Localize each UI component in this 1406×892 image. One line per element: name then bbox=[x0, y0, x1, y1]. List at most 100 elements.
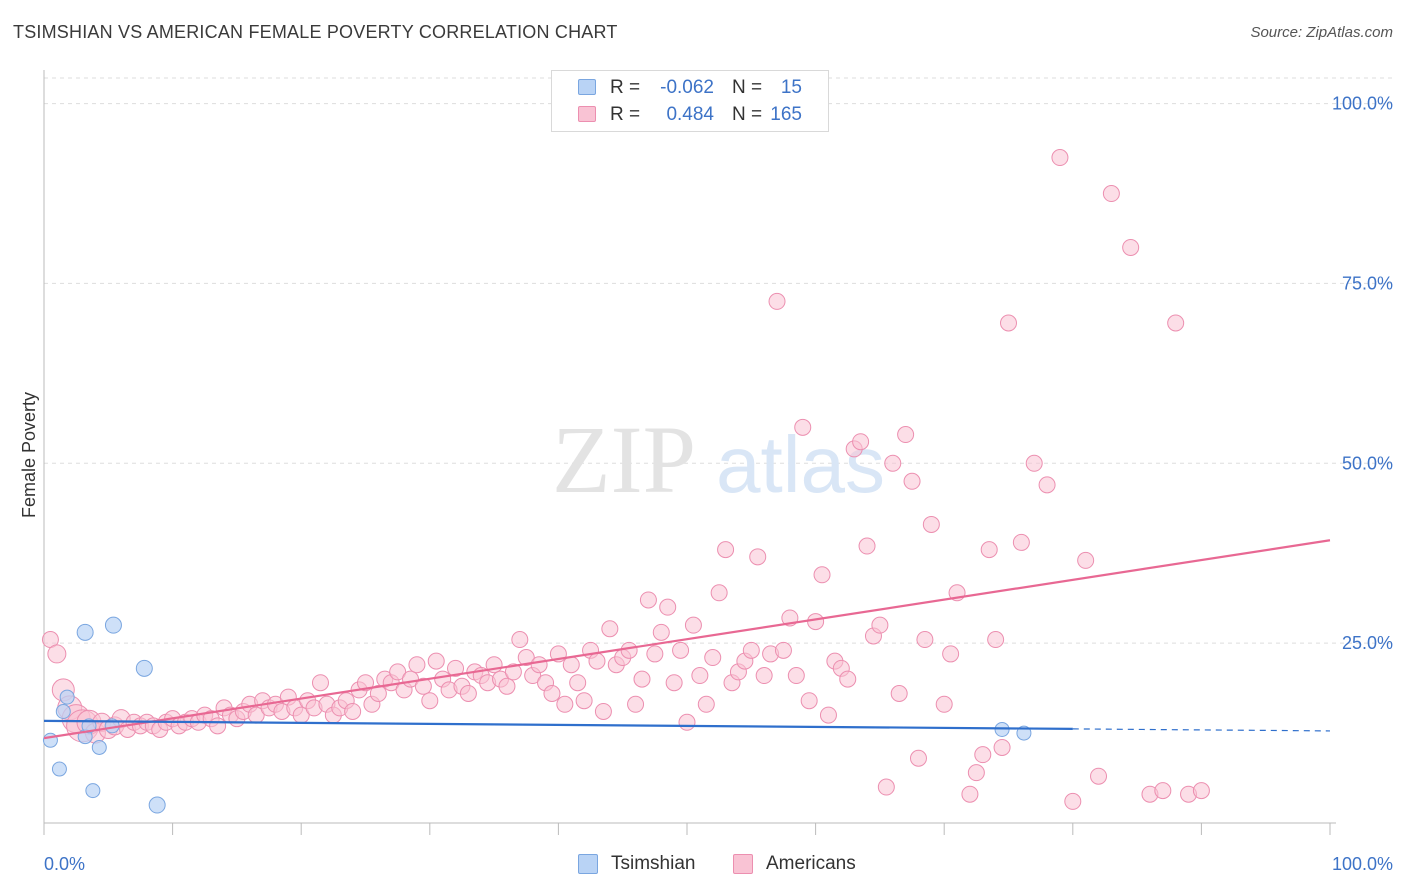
legend-swatch-americans bbox=[733, 854, 753, 874]
americans-point bbox=[710, 584, 728, 602]
americans-point bbox=[852, 433, 870, 451]
americans-point bbox=[684, 616, 702, 634]
americans-point bbox=[1154, 782, 1172, 800]
americans-point bbox=[1064, 792, 1082, 810]
americans-point bbox=[447, 659, 465, 677]
tsimshian-point bbox=[135, 659, 153, 677]
x-ticks bbox=[43, 823, 1331, 835]
chart-source: Source: ZipAtlas.com bbox=[1250, 24, 1393, 41]
y-tick-label: 100.0% bbox=[1332, 94, 1393, 114]
americans-point bbox=[1122, 238, 1140, 256]
americans-point bbox=[427, 652, 445, 670]
americans-point bbox=[459, 685, 477, 703]
legend-n-label: N = bbox=[732, 77, 763, 98]
americans-point bbox=[672, 641, 690, 659]
tsimshian-point bbox=[55, 703, 71, 719]
americans-point bbox=[601, 620, 619, 638]
americans-point bbox=[408, 656, 426, 674]
americans-point bbox=[742, 641, 760, 659]
americans-point bbox=[627, 695, 645, 713]
americans-point bbox=[652, 623, 670, 641]
axes bbox=[43, 70, 1336, 824]
americans-point bbox=[357, 674, 374, 692]
americans-point bbox=[504, 663, 522, 681]
y-tick-label: 50.0% bbox=[1342, 453, 1393, 473]
americans-point bbox=[633, 670, 651, 688]
americans-point bbox=[922, 515, 940, 533]
tsimshian-point bbox=[104, 616, 122, 634]
americans-point bbox=[813, 566, 831, 584]
americans-point bbox=[903, 472, 921, 490]
watermark: ZIP atlas bbox=[552, 406, 885, 513]
legend-label-tsimshian: Tsimshian bbox=[611, 853, 696, 874]
legend-label-americans: Americans bbox=[766, 853, 856, 874]
legend-swatch-tsimshian bbox=[578, 79, 596, 95]
y-tick-labels: 25.0% 50.0% 75.0% 100.0% bbox=[1332, 94, 1393, 654]
gridlines bbox=[44, 77, 1393, 644]
americans-point bbox=[800, 692, 818, 710]
americans-point bbox=[678, 713, 696, 731]
tsimshian-trend-line bbox=[43, 719, 1073, 731]
tsimshian-point bbox=[51, 761, 67, 777]
americans-point bbox=[1038, 476, 1056, 494]
legend-n-label: N = bbox=[732, 104, 763, 125]
tsimshian-point bbox=[148, 796, 166, 814]
tsimshian-point bbox=[91, 739, 107, 755]
americans-point bbox=[890, 685, 908, 703]
tsimshian-point bbox=[76, 623, 94, 641]
americans-point bbox=[311, 674, 329, 692]
tsimshian-trend-extension bbox=[1072, 728, 1331, 732]
americans-point bbox=[942, 645, 960, 663]
americans-point bbox=[774, 641, 792, 659]
americans-point bbox=[588, 652, 606, 670]
americans-point bbox=[1102, 185, 1120, 203]
americans-point bbox=[787, 667, 805, 685]
americans-point bbox=[639, 591, 657, 609]
americans-point bbox=[697, 695, 715, 713]
americans-point bbox=[858, 537, 876, 555]
americans-point bbox=[1192, 782, 1210, 800]
americans-point bbox=[1012, 533, 1030, 551]
americans-point bbox=[414, 677, 432, 695]
x-tick-label-left: 0.0% bbox=[44, 854, 85, 874]
series-legend: Tsimshian Americans bbox=[0, 852, 1406, 878]
legend-r-value: 0.484 bbox=[666, 104, 714, 125]
americans-point bbox=[389, 663, 407, 681]
americans-point bbox=[839, 670, 857, 688]
trend-lines bbox=[43, 539, 1331, 740]
americans-point bbox=[877, 778, 895, 796]
americans-point bbox=[1025, 454, 1043, 472]
americans-point bbox=[909, 749, 927, 767]
americans-point bbox=[961, 785, 979, 803]
americans-point bbox=[646, 645, 664, 663]
americans-point bbox=[916, 631, 934, 649]
tsimshian-point bbox=[81, 718, 97, 734]
tsimshian-points bbox=[42, 616, 1032, 814]
americans-point bbox=[768, 292, 786, 310]
watermark-zip: ZIP bbox=[552, 406, 696, 513]
legend-n-value: 15 bbox=[780, 77, 802, 98]
americans-point bbox=[819, 706, 837, 724]
americans-point bbox=[871, 616, 889, 634]
legend-r-label: R = bbox=[610, 104, 641, 125]
americans-point bbox=[562, 656, 580, 674]
americans-point bbox=[209, 717, 227, 735]
americans-point bbox=[935, 695, 953, 713]
americans-point bbox=[569, 674, 587, 692]
americans-trend-line bbox=[43, 539, 1331, 740]
americans-point bbox=[980, 541, 998, 559]
americans-point bbox=[967, 764, 985, 782]
americans-point bbox=[659, 598, 677, 616]
americans-point bbox=[511, 631, 529, 649]
y-tick-label: 25.0% bbox=[1342, 633, 1393, 653]
americans-point bbox=[884, 454, 902, 472]
americans-point bbox=[974, 746, 992, 764]
americans-point bbox=[517, 649, 535, 667]
americans-point bbox=[704, 649, 722, 667]
americans-point bbox=[530, 656, 548, 674]
americans-point bbox=[807, 613, 825, 631]
legend-r-value: -0.062 bbox=[660, 77, 714, 98]
americans-point bbox=[575, 692, 593, 710]
americans-point bbox=[543, 685, 561, 703]
americans-point bbox=[717, 541, 735, 559]
